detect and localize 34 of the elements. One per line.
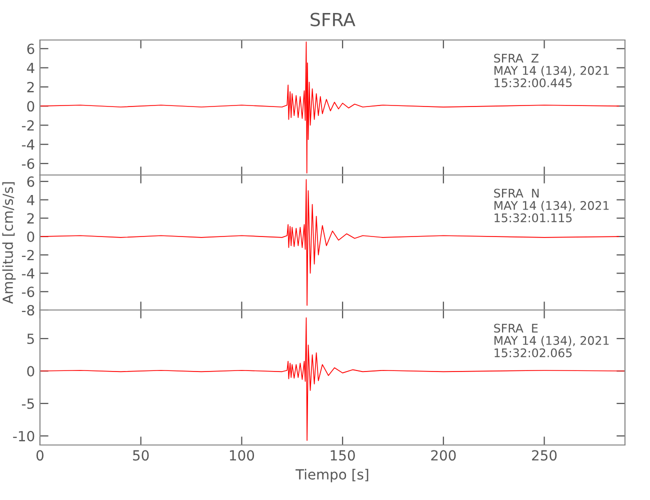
- y-tick-label: -6: [22, 286, 34, 298]
- y-tick-label: -10: [13, 430, 34, 442]
- x-tick-label: 0: [36, 450, 44, 461]
- y-tick-label: -4: [22, 268, 34, 279]
- y-tick-label: 0: [27, 232, 34, 242]
- chart-title: SFRA: [310, 12, 356, 26]
- y-tick-label: -8: [22, 304, 34, 316]
- line-series: [40, 317, 625, 441]
- x-tick-label: 150: [330, 450, 355, 461]
- line-series: [40, 179, 620, 306]
- y-tick-label: -4: [22, 140, 34, 150]
- y-tick-label: 6: [27, 176, 34, 187]
- y-tick-label: 0: [27, 366, 34, 376]
- y-tick-label: 4: [26, 62, 34, 74]
- x-tick-label: 200: [431, 450, 456, 461]
- y-tick-label: 4: [26, 194, 34, 206]
- x-tick-label: 50: [133, 450, 149, 461]
- x-axis-title: Tiempo [s]: [296, 468, 368, 482]
- y-tick-label: 6: [27, 44, 34, 54]
- y-tick-label: 2: [27, 213, 34, 224]
- y-tick-label: -6: [22, 158, 34, 169]
- annotation: SFRA E MAY 14 (134), 2021 15:32:02.065: [494, 324, 609, 358]
- y-tick-label: 2: [27, 82, 34, 92]
- x-tick-label: 100: [230, 450, 254, 461]
- y-tick-label: -5: [22, 398, 34, 409]
- x-tick-label: 250: [532, 450, 557, 461]
- y-tick-label: -2: [22, 120, 34, 130]
- annotation: SFRA N MAY 14 (134), 2021 15:32:01.115: [494, 188, 609, 222]
- line-series: [40, 41, 620, 174]
- y-axis-title: Amplitud [cm/s/s]: [2, 182, 16, 304]
- y-tick-label: -2: [22, 250, 34, 260]
- y-tick-label: 5: [27, 334, 34, 344]
- y-tick-label: 0: [27, 101, 34, 112]
- annotation: SFRA Z MAY 14 (134), 2021 15:32:00.445: [494, 54, 609, 88]
